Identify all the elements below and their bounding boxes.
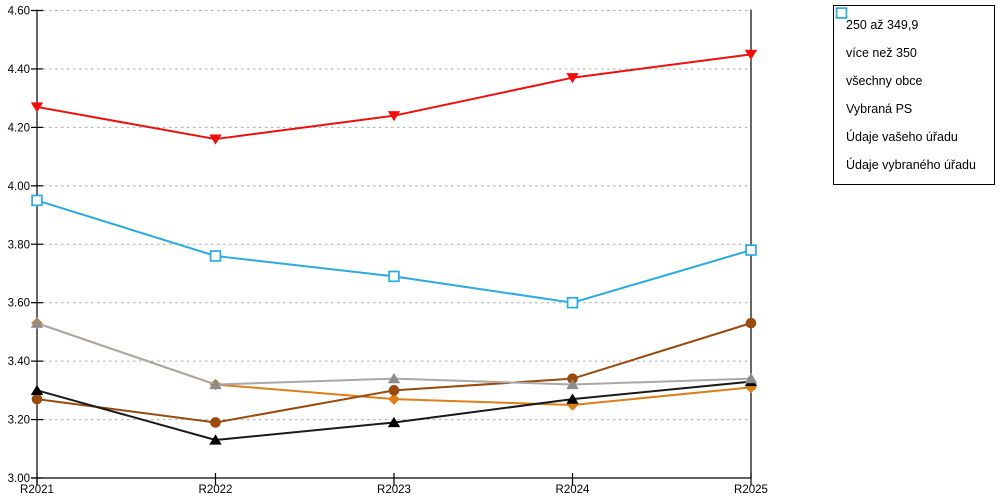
series-vybrana-ps [30, 317, 758, 390]
x-axis-label: R2024 [556, 484, 590, 496]
marker-circle [745, 317, 757, 329]
marker-triangle-down [209, 134, 222, 145]
marker-triangle-down [744, 49, 758, 60]
marker-triangle-up [387, 373, 401, 384]
legend-label: Vybraná PS [846, 102, 913, 116]
axes: 3.00 3.20 3.40 3.60 3.80 4.00 4.20 4.40 4.60 R202… [8, 6, 768, 497]
marker-triangle-up [209, 378, 222, 390]
marker-triangle-up [566, 378, 579, 390]
x-axis-label: R2021 [20, 484, 54, 496]
marker-diamond [388, 393, 400, 405]
y-axis-label: 3.40 [8, 356, 30, 368]
y-axis-label: 4.60 [8, 6, 30, 18]
legend-item-vsechny-obce: všechny obce [835, 7, 994, 95]
marker-triangle-up [209, 434, 222, 445]
series-udaje-vybraneho-uradu [31, 194, 757, 309]
marker-circle [31, 393, 43, 405]
marker-square-open [388, 270, 400, 283]
x-axis-label: R2022 [199, 484, 233, 496]
marker-square-open [31, 194, 43, 207]
y-axis-label: 4.40 [8, 64, 30, 76]
legend-label: Údaje vašeho úřadu [846, 130, 958, 144]
series-vice-nez-350 [31, 317, 757, 428]
y-axis-label: 3.20 [8, 415, 30, 427]
marker-diamond [745, 381, 757, 394]
marker-triangle-up [30, 317, 44, 328]
marker-diamond [566, 399, 579, 411]
legend-marker-square-open-icon [835, 7, 848, 19]
legend-label: Údaje vybraného úřadu [846, 158, 976, 172]
x-axis-label: R2025 [734, 484, 768, 496]
legend-item-udaje-vaseho-uradu: Údaje vašeho úřadu [835, 8, 994, 151]
gridlines [37, 10, 751, 421]
marker-circle [388, 385, 400, 396]
marker-triangle-down [566, 73, 579, 84]
legend-label: 250 až 349,9 [846, 18, 919, 32]
marker-circle [210, 417, 221, 428]
marker-triangle-up [566, 393, 579, 404]
legend: 250 až 349,9 více než 350 všechny obce Vybr… [833, 5, 995, 185]
marker-square-open [566, 296, 579, 309]
series-vsechny-obce [30, 375, 758, 445]
marker-triangle-up [30, 384, 44, 395]
legend-item-vice-nez-350: více než 350 [836, 7, 994, 67]
legend-item-250-az-349-9: 250 až 349,9 [835, 7, 994, 39]
y-axis-label: 4.20 [8, 122, 30, 134]
y-axis-label: 3.60 [8, 298, 30, 310]
y-axis-label: 3.00 [8, 473, 30, 485]
series-udaje-vaseho-uradu [30, 49, 758, 145]
series-line-udaje-vaseho-uradu [36, 53, 752, 141]
series-250-az-349-9 [31, 317, 757, 411]
marker-triangle-up [387, 416, 401, 428]
marker-triangle-up [744, 373, 758, 384]
legend-item-udaje-vybraneho-uradu: Údaje vybraného úřadu [835, 7, 994, 179]
y-axis-label: 4.00 [8, 181, 30, 193]
legend-item-vybrana-ps: Vybraná PS [835, 7, 994, 123]
marker-triangle-down [387, 111, 401, 122]
x-axis-label: R2023 [377, 484, 411, 496]
legend-marker-square-open-icon [835, 7, 848, 19]
series-line-vice-nez-350 [36, 322, 752, 424]
legend-label: více než 350 [846, 46, 917, 60]
series-line-udaje-vybraneho-uradu [36, 199, 752, 304]
marker-triangle-down [30, 102, 44, 113]
legend-label: všechny obce [846, 74, 923, 88]
marker-square-open [745, 244, 757, 256]
marker-square-open [209, 250, 222, 262]
marker-circle [567, 373, 578, 384]
y-axis-label: 3.80 [8, 239, 30, 251]
